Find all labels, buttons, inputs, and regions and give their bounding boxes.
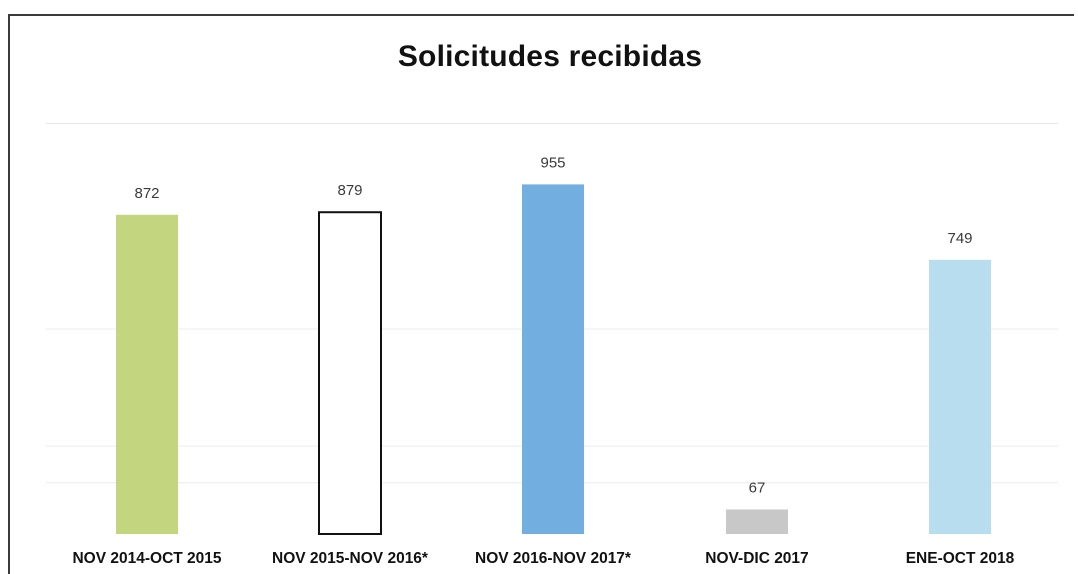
category-tick-label: NOV 2015-NOV 2016* <box>272 550 429 567</box>
category-labels: NOV 2014-OCT 2015 NOV 2015-NOV 2016* NOV 2… <box>72 550 1014 567</box>
value-labels: 872 879 955 67 749 <box>134 154 972 496</box>
chart-top-rule <box>46 123 1058 124</box>
data-label: 872 <box>134 185 159 202</box>
data-label: 67 <box>749 479 766 496</box>
bar <box>726 509 788 534</box>
bar <box>522 184 584 534</box>
category-tick-label: NOV 2016-NOV 2017* <box>475 550 632 567</box>
bar-series <box>116 184 991 536</box>
chart-title: Solicitudes recibidas <box>397 40 703 73</box>
category-tick-label: NOV-DIC 2017 <box>705 550 808 567</box>
data-label: 749 <box>947 230 972 247</box>
bar <box>929 259 991 534</box>
bar <box>116 214 178 535</box>
data-label: 955 <box>540 154 565 171</box>
data-label: 879 <box>337 182 362 199</box>
bar <box>318 211 382 536</box>
category-tick-label: ENE-OCT 2018 <box>906 550 1015 567</box>
category-tick-label: NOV 2014-OCT 2015 <box>72 550 221 567</box>
